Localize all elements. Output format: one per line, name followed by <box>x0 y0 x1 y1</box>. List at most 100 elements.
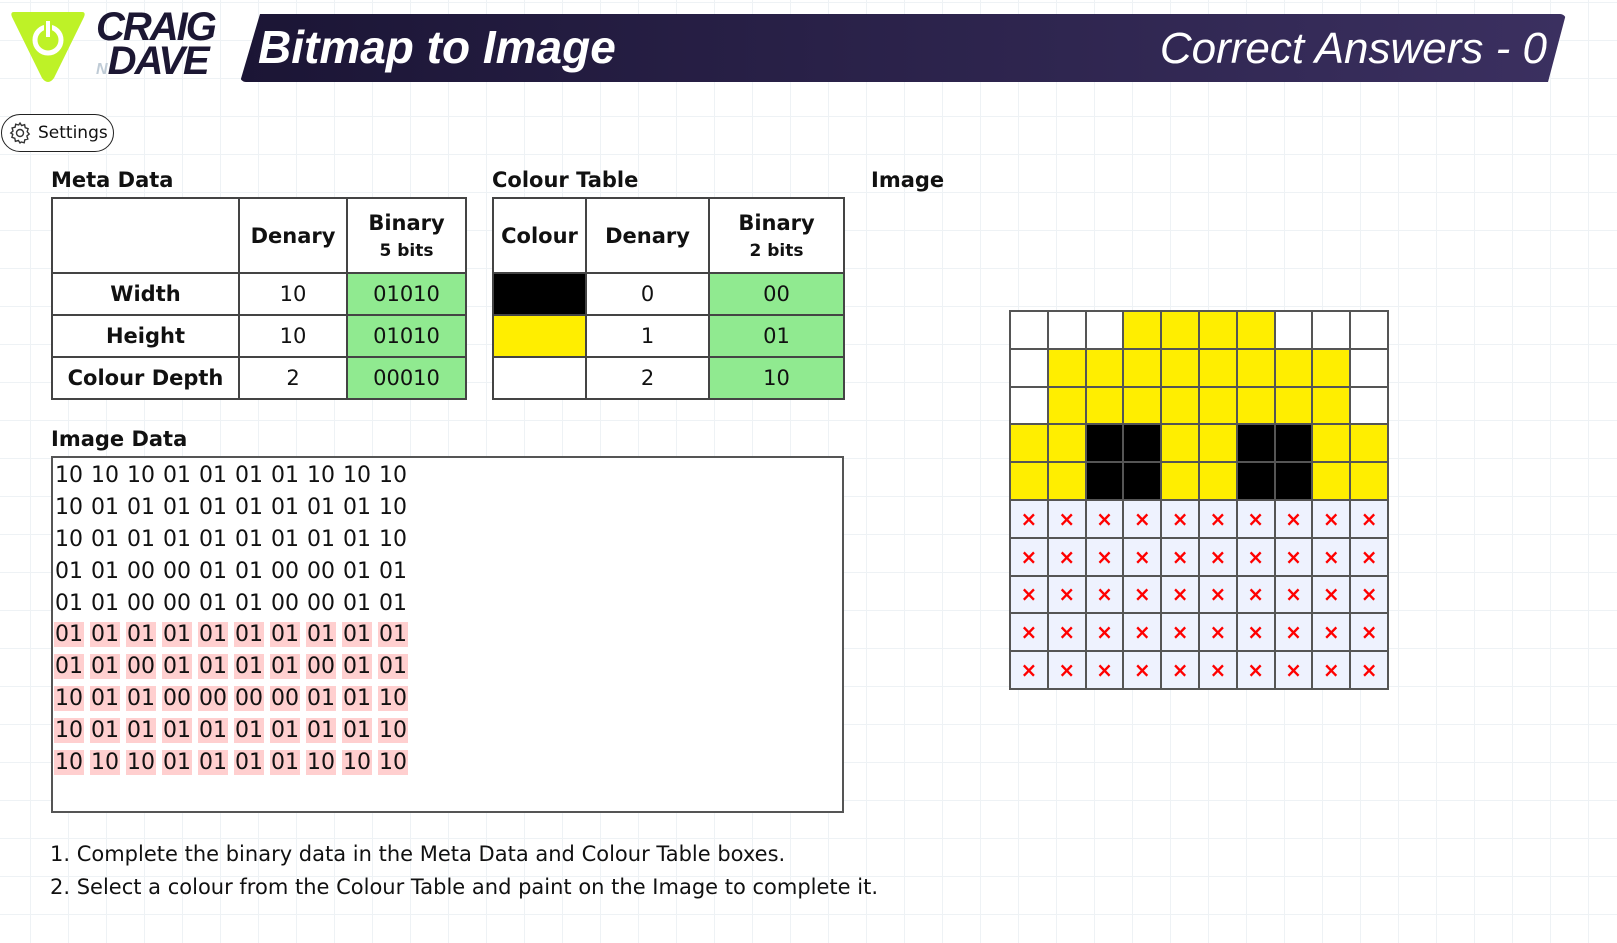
pixel-painted[interactable] <box>1274 311 1313 349</box>
pixel-unpainted[interactable]: × <box>1236 651 1275 689</box>
colour-depth-binary-input[interactable]: 00010 <box>346 356 467 400</box>
pixel-unpainted[interactable]: × <box>1161 651 1199 689</box>
pixel-painted[interactable] <box>1085 424 1124 463</box>
height-binary-input[interactable]: 01010 <box>346 314 467 358</box>
pixel-painted[interactable] <box>1123 348 1162 387</box>
pixel-painted[interactable] <box>1161 462 1199 500</box>
black-binary-input[interactable]: 00 <box>708 272 845 316</box>
pixel-painted[interactable] <box>1312 348 1351 387</box>
pixel-painted[interactable] <box>1274 462 1313 500</box>
pixel-unpainted[interactable]: × <box>1161 575 1199 614</box>
pixel-unpainted[interactable]: × <box>1274 613 1313 652</box>
pixel-painted[interactable] <box>1123 311 1162 349</box>
colour-swatch-yellow[interactable] <box>492 314 587 358</box>
pixel-painted[interactable] <box>1312 462 1351 500</box>
pixel-unpainted[interactable]: × <box>1047 651 1086 689</box>
yellow-binary-input[interactable]: 01 <box>708 314 845 358</box>
pixel-unpainted[interactable]: × <box>1312 537 1351 576</box>
pixel-unpainted[interactable]: × <box>1198 651 1237 689</box>
pixel-unpainted[interactable]: × <box>1085 651 1124 689</box>
pixel-painted[interactable] <box>1123 424 1162 463</box>
pixel-unpainted[interactable]: × <box>1198 575 1237 614</box>
pixel-unpainted[interactable]: × <box>1161 499 1199 538</box>
pixel-painted[interactable] <box>1274 424 1313 463</box>
pixel-unpainted[interactable]: × <box>1312 499 1351 538</box>
pixel-painted[interactable] <box>1312 311 1351 349</box>
pixel-painted[interactable] <box>1085 348 1124 387</box>
colour-swatch-white[interactable] <box>492 356 587 400</box>
pixel-painted[interactable] <box>1010 424 1048 463</box>
pixel-painted[interactable] <box>1161 424 1199 463</box>
pixel-painted[interactable] <box>1047 462 1086 500</box>
pixel-unpainted[interactable]: × <box>1198 499 1237 538</box>
pixel-painted[interactable] <box>1010 311 1048 349</box>
pixel-unpainted[interactable]: × <box>1010 537 1048 576</box>
pixel-unpainted[interactable]: × <box>1312 651 1351 689</box>
pixel-painted[interactable] <box>1312 424 1351 463</box>
pixel-painted[interactable] <box>1085 462 1124 500</box>
pixel-painted[interactable] <box>1198 462 1237 500</box>
white-binary-input[interactable]: 10 <box>708 356 845 400</box>
pixel-unpainted[interactable]: × <box>1123 499 1162 538</box>
pixel-unpainted[interactable]: × <box>1236 537 1275 576</box>
settings-button[interactable]: Settings <box>1 114 114 152</box>
pixel-painted[interactable] <box>1236 424 1275 463</box>
pixel-unpainted[interactable]: × <box>1350 651 1388 689</box>
pixel-unpainted[interactable]: × <box>1047 537 1086 576</box>
pixel-unpainted[interactable]: × <box>1123 575 1162 614</box>
pixel-painted[interactable] <box>1085 386 1124 425</box>
pixel-unpainted[interactable]: × <box>1047 575 1086 614</box>
pixel-unpainted[interactable]: × <box>1350 613 1388 652</box>
pixel-painted[interactable] <box>1085 311 1124 349</box>
pixel-unpainted[interactable]: × <box>1085 499 1124 538</box>
pixel-unpainted[interactable]: × <box>1123 537 1162 576</box>
pixel-unpainted[interactable]: × <box>1010 613 1048 652</box>
pixel-painted[interactable] <box>1010 462 1048 500</box>
pixel-unpainted[interactable]: × <box>1274 575 1313 614</box>
pixel-unpainted[interactable]: × <box>1047 613 1086 652</box>
pixel-painted[interactable] <box>1236 311 1275 349</box>
pixel-painted[interactable] <box>1236 386 1275 425</box>
pixel-unpainted[interactable]: × <box>1010 575 1048 614</box>
pixel-unpainted[interactable]: × <box>1274 537 1313 576</box>
pixel-unpainted[interactable]: × <box>1350 575 1388 614</box>
pixel-painted[interactable] <box>1274 348 1313 387</box>
pixel-painted[interactable] <box>1350 348 1388 387</box>
pixel-painted[interactable] <box>1236 348 1275 387</box>
pixel-painted[interactable] <box>1198 348 1237 387</box>
pixel-unpainted[interactable]: × <box>1274 499 1313 538</box>
pixel-unpainted[interactable]: × <box>1236 613 1275 652</box>
pixel-painted[interactable] <box>1047 311 1086 349</box>
pixel-painted[interactable] <box>1350 462 1388 500</box>
pixel-painted[interactable] <box>1010 348 1048 387</box>
pixel-unpainted[interactable]: × <box>1312 575 1351 614</box>
pixel-unpainted[interactable]: × <box>1123 651 1162 689</box>
pixel-painted[interactable] <box>1047 424 1086 463</box>
pixel-painted[interactable] <box>1198 424 1237 463</box>
pixel-unpainted[interactable]: × <box>1085 575 1124 614</box>
pixel-painted[interactable] <box>1312 386 1351 425</box>
pixel-unpainted[interactable]: × <box>1085 613 1124 652</box>
pixel-unpainted[interactable]: × <box>1123 613 1162 652</box>
pixel-painted[interactable] <box>1350 386 1388 425</box>
pixel-unpainted[interactable]: × <box>1312 613 1351 652</box>
pixel-painted[interactable] <box>1161 348 1199 387</box>
pixel-painted[interactable] <box>1047 386 1086 425</box>
pixel-unpainted[interactable]: × <box>1085 537 1124 576</box>
pixel-painted[interactable] <box>1161 311 1199 349</box>
pixel-painted[interactable] <box>1198 311 1237 349</box>
pixel-unpainted[interactable]: × <box>1350 499 1388 538</box>
colour-swatch-black[interactable] <box>492 272 587 316</box>
pixel-painted[interactable] <box>1350 311 1388 349</box>
pixel-painted[interactable] <box>1198 386 1237 425</box>
pixel-unpainted[interactable]: × <box>1198 537 1237 576</box>
image-pixel-grid[interactable]: × × × × × × × × × × × × × × × × × × × × × × × × × × × × × × × × × × × × × × × ×… <box>1009 310 1389 690</box>
pixel-unpainted[interactable]: × <box>1198 613 1237 652</box>
pixel-painted[interactable] <box>1274 386 1313 425</box>
pixel-unpainted[interactable]: × <box>1161 537 1199 576</box>
pixel-unpainted[interactable]: × <box>1010 499 1048 538</box>
pixel-unpainted[interactable]: × <box>1350 537 1388 576</box>
pixel-unpainted[interactable]: × <box>1236 575 1275 614</box>
pixel-painted[interactable] <box>1123 386 1162 425</box>
pixel-painted[interactable] <box>1010 386 1048 425</box>
